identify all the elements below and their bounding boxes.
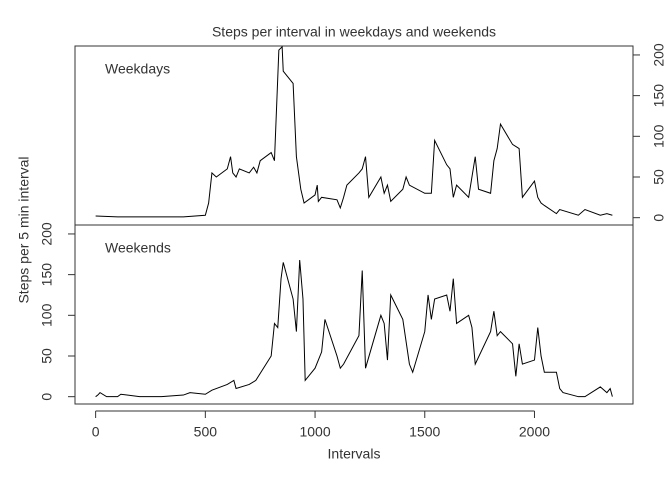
x-tick-label: 1000: [299, 424, 330, 440]
y-tick-label: 50: [651, 169, 667, 185]
line: [95, 259, 613, 398]
x-tick-label: 500: [194, 424, 218, 440]
y-tick-label: 200: [39, 222, 55, 246]
y-axis-label: Steps per 5 min interval: [16, 156, 32, 303]
y-tick-label: 50: [39, 348, 55, 364]
chart-title: Steps per interval in weekdays and weeke…: [212, 24, 496, 40]
y-tick-label: 0: [651, 214, 667, 222]
x-tick-label: 2000: [519, 424, 550, 440]
y-tick-label: 200: [651, 43, 667, 67]
panel-label: Weekends: [105, 240, 171, 256]
x-axis-label: Intervals: [328, 446, 381, 462]
y-tick-label: 150: [651, 84, 667, 108]
x-tick-label: 0: [92, 424, 100, 440]
panel-label: Weekdays: [105, 61, 170, 77]
y-tick-label: 150: [39, 263, 55, 287]
y-tick-label: 100: [39, 303, 55, 327]
x-tick-label: 1500: [409, 424, 440, 440]
y-tick-label: 100: [651, 124, 667, 148]
y-tick-label: 0: [39, 393, 55, 401]
line: [95, 46, 613, 218]
